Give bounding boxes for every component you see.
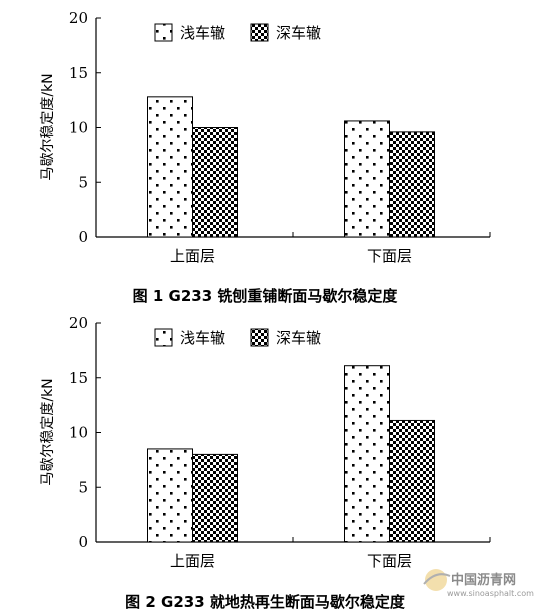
watermark-logo: 中国沥青网 www.sinoasphalt.com: [423, 569, 534, 598]
chart-2-legend-label: 深车辙: [276, 329, 321, 347]
watermark-swoosh-icon: [423, 573, 451, 585]
chart-1: 0 5 10 15 20 上面层 下面层 浅车辙 深车辙 马歇尔稳定度/kN 图 1 G233 …: [40, 9, 491, 305]
chart-1-legend-label: 浅车辙: [180, 24, 225, 42]
chart-1-y-tick-label: 20: [69, 9, 88, 27]
chart-1-x-tick-label: 上面层: [170, 247, 215, 265]
chart-2-y-tick-label: 0: [78, 533, 88, 551]
chart-1-legend-label: 深车辙: [276, 24, 321, 42]
chart-2-bar-deep: [389, 419, 435, 543]
chart-2-bar-deep: [192, 453, 238, 543]
watermark-name: 中国沥青网: [451, 572, 516, 588]
chart-2-y-tick-label: 15: [69, 369, 88, 387]
chart-1-bar-shallow: [147, 96, 193, 238]
chart-1-y-axis-label: 马歇尔稳定度/kN: [40, 73, 56, 180]
chart-1-bar-deep: [389, 131, 435, 238]
chart-2-caption: 图 2 G233 就地热再生断面马歇尔稳定度: [125, 593, 406, 611]
chart-1-legend-swatch: [250, 23, 269, 42]
chart-1-bar-deep: [192, 127, 238, 238]
chart-2-legend-label: 浅车辙: [180, 329, 225, 347]
chart-2-x-tick-label: 下面层: [367, 552, 412, 570]
chart-2: 0 5 10 15 20 上面层 下面层 浅车辙 深车辙 马歇尔稳定度/kN 图 2 G233 …: [40, 314, 491, 611]
chart-1-plot: 0 5 10 15 20 上面层 下面层 浅车辙 深车辙: [69, 9, 491, 265]
chart-1-y-tick-label: 5: [78, 173, 88, 191]
chart-2-y-tick-label: 5: [78, 478, 88, 496]
chart-1-y-tick-label: 15: [69, 64, 88, 82]
chart-1-y-tick-label: 0: [78, 228, 88, 246]
chart-1-y-tick-label: 10: [69, 119, 88, 137]
chart-1-caption: 图 1 G233 铣刨重铺断面马歇尔稳定度: [133, 287, 399, 305]
chart-1-x-tick-label: 下面层: [367, 247, 412, 265]
chart-2-y-tick-label: 20: [69, 314, 88, 332]
chart-1-bar-shallow: [344, 120, 390, 238]
chart-2-bar-shallow: [147, 448, 193, 543]
chart-2-legend-swatch: [250, 328, 269, 347]
chart-2-y-tick-label: 10: [69, 424, 88, 442]
chart-2-y-axis-label: 马歇尔稳定度/kN: [40, 378, 56, 485]
chart-2-plot: 0 5 10 15 20 上面层 下面层 浅车辙 深车辙: [69, 314, 491, 570]
chart-2-x-tick-label: 上面层: [170, 552, 215, 570]
chart-2-bar-shallow: [344, 365, 390, 543]
chart-1-legend-swatch: [154, 23, 173, 42]
chart-2-legend-swatch: [154, 328, 173, 347]
watermark-url: www.sinoasphalt.com: [447, 589, 534, 598]
